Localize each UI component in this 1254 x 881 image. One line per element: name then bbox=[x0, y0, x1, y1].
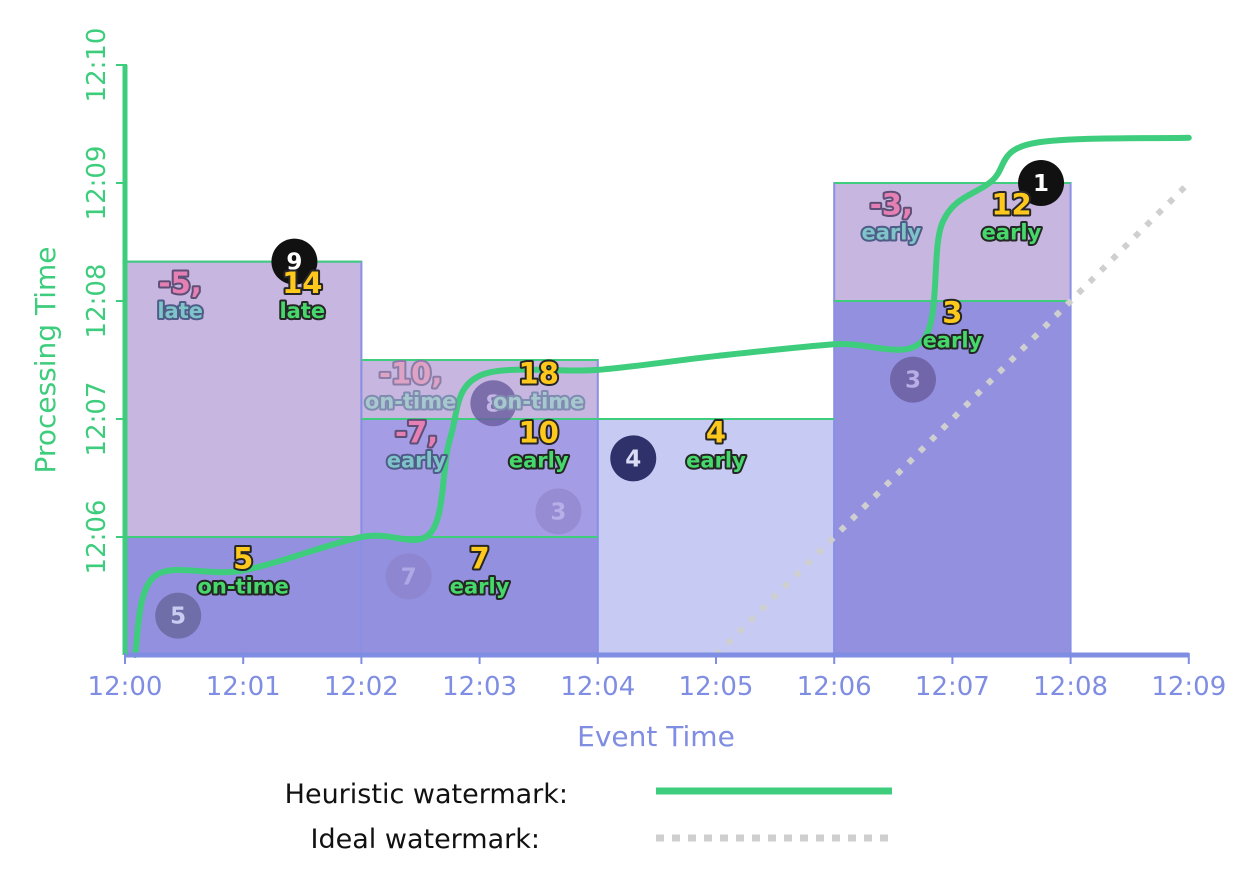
data-point: 5 bbox=[155, 592, 202, 639]
pane-result-value: 18 bbox=[519, 356, 559, 390]
pane-result-timing: late bbox=[279, 299, 325, 323]
pane-result-value: -7, bbox=[395, 415, 438, 449]
pane-result-value: -3, bbox=[870, 187, 913, 221]
data-point-label: 9 bbox=[286, 250, 302, 276]
pane-dark bbox=[124, 536, 363, 656]
pane-result-value: 3 bbox=[942, 296, 962, 330]
pane-result-timing: on-time bbox=[365, 389, 456, 413]
heuristic-watermark-layer bbox=[131, 134, 1192, 658]
pane-result: -7,early bbox=[385, 413, 449, 474]
data-point: 1 bbox=[1018, 160, 1065, 206]
pane-result-value: -5, bbox=[159, 266, 202, 300]
legend: Heuristic watermark: Ideal watermark: bbox=[285, 779, 892, 855]
pane-result-timing: on-time bbox=[197, 574, 288, 598]
data-point-circle bbox=[1018, 160, 1065, 206]
x-tick-label: 12:09 bbox=[1151, 672, 1226, 702]
data-point-circle bbox=[610, 435, 657, 482]
data-point-label: 5 bbox=[170, 604, 186, 630]
x-tick-label: 12:04 bbox=[560, 672, 635, 702]
data-points: 5 9 7 8 3 4 3 1 bbox=[155, 160, 1065, 639]
x-axis-title: Event Time bbox=[577, 720, 735, 753]
data-point: 3 bbox=[535, 488, 582, 535]
x-tick-label: 12:00 bbox=[88, 672, 163, 702]
data-point: 7 bbox=[385, 553, 432, 600]
x-tick-label: 12:03 bbox=[442, 672, 517, 702]
pane-result-value: 14 bbox=[282, 266, 322, 300]
pane-result-timing: early bbox=[923, 329, 983, 353]
x-tick-label: 12:08 bbox=[1033, 672, 1108, 702]
pane-result-timing: early bbox=[686, 448, 746, 472]
pane-result-timing: early bbox=[982, 220, 1042, 244]
x-tick-label: 12:07 bbox=[915, 672, 990, 702]
data-point-circle bbox=[385, 553, 432, 600]
y-axis-title: Processing Time bbox=[29, 247, 62, 474]
data-point: 9 bbox=[271, 238, 318, 285]
y-tick-label: 12:10 bbox=[82, 28, 112, 103]
y-tick-label: 12:06 bbox=[82, 500, 112, 575]
data-point: 8 bbox=[470, 380, 517, 427]
pane-late bbox=[124, 260, 363, 538]
pane-dark bbox=[833, 300, 1072, 656]
pane-result-value: 10 bbox=[519, 415, 559, 449]
x-tick-label: 12:06 bbox=[797, 672, 872, 702]
data-point-circle bbox=[535, 488, 582, 535]
legend-heuristic-label: Heuristic watermark: bbox=[285, 779, 568, 810]
data-point-circle bbox=[271, 238, 318, 285]
pane-result-timing: late bbox=[157, 299, 203, 323]
pane-result-value: 7 bbox=[470, 541, 490, 575]
data-point-label: 7 bbox=[401, 564, 417, 590]
pane-result-value: 4 bbox=[706, 415, 726, 449]
pane-result: -5,late bbox=[155, 264, 205, 325]
pane-result-timing: on-time bbox=[493, 389, 584, 413]
pane-result: -10,on-time bbox=[363, 354, 458, 415]
y-tick-label: 12:08 bbox=[82, 264, 112, 339]
heuristic-watermark-line bbox=[131, 134, 1192, 658]
x-tick-label: 12:05 bbox=[679, 672, 754, 702]
y-tick-label: 12:09 bbox=[82, 146, 112, 221]
pane-result: 5on-time bbox=[195, 539, 290, 600]
pane-result-timing: early bbox=[861, 220, 921, 244]
data-point-label: 1 bbox=[1033, 171, 1049, 197]
data-point-circle bbox=[470, 380, 517, 427]
data-point: 4 bbox=[610, 435, 657, 482]
y-tick-label: 12:07 bbox=[82, 382, 112, 457]
x-tick-label: 12:01 bbox=[206, 672, 281, 702]
data-point-circle bbox=[890, 356, 936, 403]
pane-result-timing: early bbox=[509, 448, 569, 472]
data-point-label: 8 bbox=[485, 391, 501, 417]
data-point: 3 bbox=[890, 356, 936, 403]
pane-result-timing: early bbox=[450, 574, 510, 598]
pane-result-value: -10, bbox=[379, 356, 442, 390]
axes: 12:00 12:01 12:02 12:03 12:04 12:05 12:06 12:07… bbox=[82, 28, 1226, 702]
legend-ideal-label: Ideal watermark: bbox=[311, 824, 540, 855]
pane-result-value: 5 bbox=[233, 541, 253, 575]
pane-result-timing: early bbox=[387, 448, 447, 472]
x-tick-label: 12:02 bbox=[324, 672, 399, 702]
data-point-label: 4 bbox=[625, 446, 641, 472]
data-point-circle bbox=[155, 592, 202, 639]
pane-result-value: 12 bbox=[991, 187, 1031, 221]
pane-result: -3,early bbox=[859, 185, 923, 246]
data-point-label: 3 bbox=[550, 499, 566, 525]
data-point-label: 3 bbox=[905, 368, 921, 394]
pane-results: 5on-time-5,late14late7early-10,on-time18… bbox=[155, 185, 1044, 600]
